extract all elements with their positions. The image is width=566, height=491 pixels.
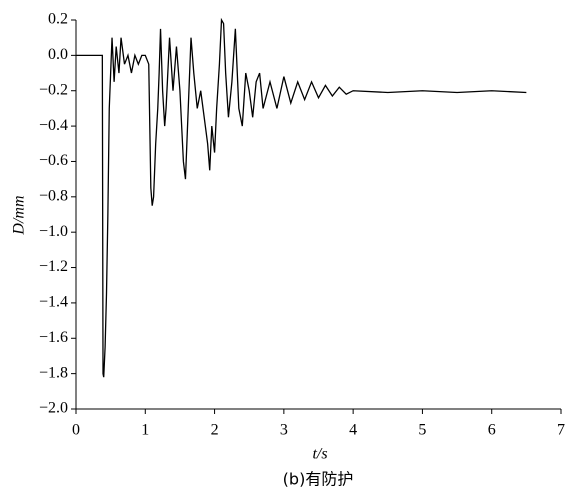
y-tick-label: −2.0 bbox=[39, 400, 68, 417]
x-tick-label: 3 bbox=[280, 422, 288, 439]
y-axis-label: D/mm bbox=[11, 195, 28, 235]
y-tick-label: −0.6 bbox=[39, 152, 68, 169]
y-tick-label: 0.0 bbox=[48, 46, 68, 63]
y-tick-label: −0.8 bbox=[39, 187, 68, 204]
y-tick-label: −1.2 bbox=[39, 258, 68, 275]
y-tick-label: 0.2 bbox=[48, 11, 68, 28]
y-tick-label: −0.4 bbox=[39, 117, 68, 134]
x-tick-label: 7 bbox=[557, 422, 565, 439]
x-tick-label: 4 bbox=[349, 422, 357, 439]
y-tick-label: −1.6 bbox=[39, 329, 68, 346]
caption: (b)有防护 bbox=[283, 470, 354, 489]
data-line bbox=[76, 17, 527, 378]
y-tick-label: −1.0 bbox=[39, 223, 68, 240]
x-tick-label: 2 bbox=[211, 422, 219, 439]
x-tick-label: 0 bbox=[72, 422, 80, 439]
x-tick-label: 6 bbox=[488, 422, 496, 439]
y-tick-label: −1.8 bbox=[39, 364, 68, 381]
x-tick-label: 1 bbox=[141, 422, 149, 439]
x-axis-label: t/s bbox=[312, 446, 327, 463]
y-tick-label: −1.4 bbox=[39, 294, 68, 311]
x-tick-label: 5 bbox=[418, 422, 426, 439]
y-tick-label: −0.2 bbox=[39, 81, 68, 98]
